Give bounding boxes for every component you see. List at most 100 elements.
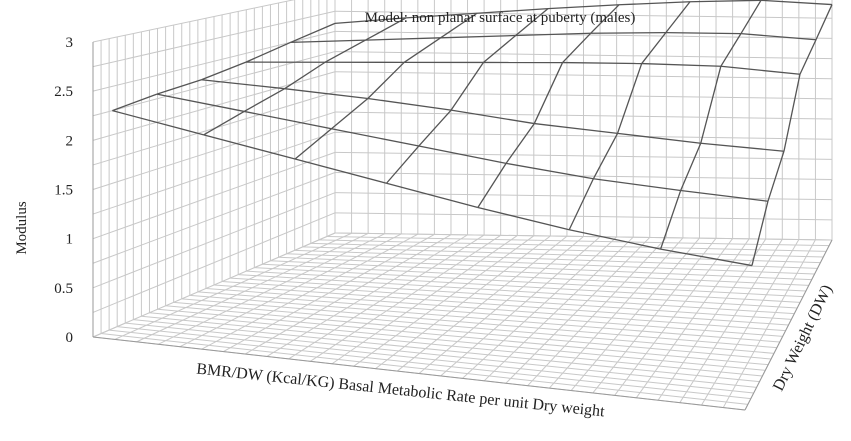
surface-line — [740, 33, 817, 41]
left-wall-gridline — [92, 192, 336, 289]
surface-line — [680, 142, 702, 191]
chart-walls — [92, 0, 833, 411]
surface-line — [290, 22, 336, 44]
surface-line — [665, 1, 691, 33]
back-wall-gridline — [334, 172, 833, 181]
back-wall-gridline — [334, 212, 833, 221]
floor-gridline — [549, 237, 684, 389]
axis-edge — [92, 336, 746, 411]
surface-line — [156, 79, 202, 95]
z-axis-ticks: 0 0.5 1 1.5 2 2.5 3 — [54, 35, 73, 346]
surface-line — [783, 74, 801, 152]
floor-gridline — [326, 235, 830, 247]
left-wall-gridline — [92, 10, 336, 68]
surface-line — [592, 133, 619, 180]
surface-line — [294, 128, 332, 160]
surface-line — [243, 88, 285, 112]
surface-line — [700, 66, 722, 144]
back-wall-gridline — [334, 30, 833, 39]
surface-line — [156, 93, 245, 113]
surface-line — [294, 158, 387, 184]
surface-line — [367, 97, 452, 111]
surface-line — [477, 162, 507, 208]
z-tick-label: 1.5 — [54, 183, 73, 199]
surface-line — [617, 132, 701, 144]
z-tick-label: 2.5 — [54, 84, 73, 100]
floor-gridline — [679, 239, 783, 403]
back-wall-gridline — [334, 131, 833, 140]
surface-line — [112, 109, 204, 136]
chart-title: Model: non planar surface at puberty (ma… — [365, 10, 636, 26]
surface-line — [334, 17, 407, 25]
surface-line — [367, 61, 405, 99]
surface-line — [659, 190, 682, 250]
surface-line — [245, 41, 291, 63]
floor-gridline — [722, 239, 816, 408]
surface-line — [477, 206, 570, 231]
surface-line — [385, 145, 420, 184]
floor-gridline — [302, 246, 821, 264]
surface-line — [680, 189, 769, 202]
surface-line — [403, 37, 441, 63]
surface-line — [515, 8, 549, 37]
surface-line — [450, 62, 484, 111]
z-tick-label: 2 — [66, 133, 74, 149]
back-wall-gridline — [334, 111, 833, 120]
floor-gridline — [483, 236, 634, 382]
back-wall-gridline — [334, 151, 833, 160]
surface-line — [767, 151, 785, 202]
surface-line — [418, 145, 507, 164]
surface-line — [331, 128, 419, 147]
left-wall-gridline — [92, 172, 336, 264]
back-wall-gridline — [334, 91, 833, 100]
surface-line — [569, 229, 661, 250]
floor-gridline — [310, 242, 824, 258]
surface-line — [284, 61, 326, 90]
surface-line — [590, 4, 620, 34]
left-wall-gridline — [92, 212, 336, 313]
surface-line — [700, 142, 785, 152]
surface-line — [590, 31, 666, 34]
surface-line — [331, 98, 369, 130]
surface-line — [290, 39, 366, 44]
y-axis-label: Dry Weight (DW) — [770, 282, 836, 393]
left-wall-gridline — [92, 131, 336, 215]
surface-line — [418, 109, 452, 147]
surface-line — [751, 201, 769, 266]
surface-line — [720, 33, 742, 67]
floor-gridline — [238, 274, 798, 309]
surface-line — [562, 61, 642, 65]
floor-gridline — [318, 239, 827, 252]
surface-line — [440, 34, 516, 39]
surface-line — [720, 65, 801, 75]
surface-line — [324, 39, 366, 63]
surface-line — [799, 39, 817, 75]
surface-line — [568, 178, 594, 231]
surface-line — [547, 4, 620, 10]
surface-line — [689, 0, 762, 3]
surface-line — [593, 178, 681, 192]
floor-gridline — [657, 238, 767, 401]
surface-line — [450, 109, 535, 125]
surface-line — [244, 110, 332, 130]
surface-line — [505, 123, 535, 164]
surface-line — [203, 110, 245, 136]
back-wall-gridline — [334, 232, 833, 241]
axis-edge — [744, 239, 833, 411]
floor-gridline — [701, 239, 800, 406]
surface-line — [482, 35, 517, 63]
left-wall-gridline — [92, 232, 336, 338]
z-tick-label: 1 — [66, 232, 74, 248]
surface-line — [476, 7, 549, 14]
floor-gridline — [294, 249, 818, 269]
x-axis-label: BMR/DW (Kcal/KG) Basal Metabolic Rate pe… — [196, 361, 606, 421]
back-wall-gridline — [334, 10, 833, 19]
left-wall-gridline — [92, 0, 296, 43]
surface-line — [284, 88, 368, 100]
surface-line — [505, 162, 594, 180]
z-axis-label: Modulus — [14, 201, 30, 255]
z-tick-label: 3 — [66, 35, 74, 51]
surface-line — [616, 63, 643, 134]
surface-line — [665, 31, 741, 35]
